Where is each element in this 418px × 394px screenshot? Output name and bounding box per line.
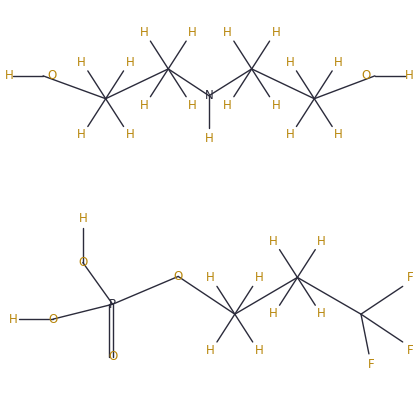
Text: H: H xyxy=(140,26,148,39)
Text: H: H xyxy=(405,69,413,82)
Text: O: O xyxy=(108,350,117,363)
Text: H: H xyxy=(79,212,87,225)
Text: O: O xyxy=(48,312,58,325)
Text: H: H xyxy=(317,307,326,320)
Text: H: H xyxy=(272,99,280,112)
Text: H: H xyxy=(269,307,278,320)
Text: H: H xyxy=(255,271,263,284)
Text: O: O xyxy=(78,256,87,269)
Text: H: H xyxy=(125,128,134,141)
Text: H: H xyxy=(255,344,263,357)
Text: H: H xyxy=(334,128,343,141)
Text: H: H xyxy=(77,56,86,69)
Text: H: H xyxy=(334,56,343,69)
Text: O: O xyxy=(362,69,371,82)
Text: H: H xyxy=(223,99,232,112)
Text: H: H xyxy=(317,235,326,248)
Text: H: H xyxy=(272,26,280,39)
Text: F: F xyxy=(367,358,374,371)
Text: N: N xyxy=(205,89,213,102)
Text: F: F xyxy=(407,344,413,357)
Text: H: H xyxy=(205,132,213,145)
Text: H: H xyxy=(285,56,294,69)
Text: H: H xyxy=(285,128,294,141)
Text: H: H xyxy=(269,235,278,248)
Text: H: H xyxy=(5,69,13,82)
Text: F: F xyxy=(407,271,413,284)
Text: H: H xyxy=(223,26,232,39)
Text: O: O xyxy=(173,270,183,283)
Text: H: H xyxy=(77,128,86,141)
Text: H: H xyxy=(206,344,215,357)
Text: H: H xyxy=(125,56,134,69)
Text: H: H xyxy=(188,26,197,39)
Text: H: H xyxy=(8,312,17,325)
Text: H: H xyxy=(188,99,197,112)
Text: H: H xyxy=(206,271,215,284)
Text: O: O xyxy=(47,69,56,82)
Text: P: P xyxy=(109,298,116,311)
Text: H: H xyxy=(140,99,148,112)
